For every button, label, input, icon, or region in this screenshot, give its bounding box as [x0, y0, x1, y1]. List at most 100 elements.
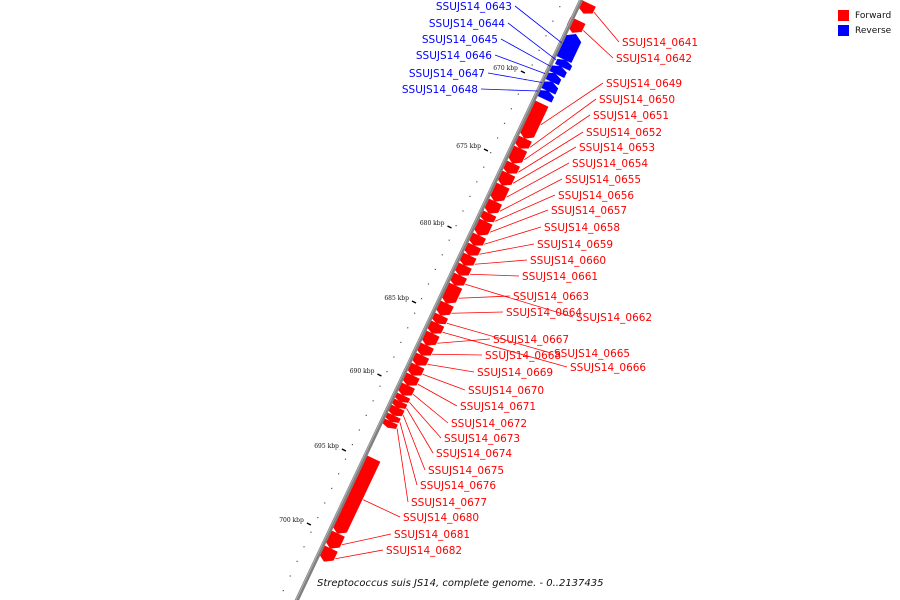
gene-label: SSUJS14_0648 — [402, 84, 478, 96]
leader-line — [427, 363, 475, 373]
tick-label: 670 kbp — [493, 65, 518, 72]
gene-label: SSUJS14_0664 — [506, 307, 582, 319]
gene-arrow-ssujs14_0677 — [381, 417, 398, 429]
gene-label: SSUJS14_0663 — [513, 291, 589, 303]
gene-arrow-ssujs14_0641 — [577, 0, 596, 14]
leader-line — [518, 131, 584, 173]
leader-line — [479, 243, 535, 255]
leader-line — [494, 54, 546, 74]
gene-labels: SSUJS14_0641 SSUJS14_0642 SSUJS14_0643 SSUJ… — [386, 1, 698, 557]
gene-arrow-ssujs14_0649 — [518, 99, 549, 139]
legend-item-forward: Forward — [838, 8, 891, 23]
leader-line — [406, 408, 434, 454]
minor-tick-dot — [344, 458, 347, 460]
minor-tick-dot — [303, 546, 305, 548]
gene-label: SSUJS14_0644 — [429, 18, 505, 30]
gene-arrow-ssujs14_0656 — [478, 209, 497, 223]
gene-label: SSUJS14_0641 — [622, 37, 698, 49]
gene-label: SSUJS14_0681 — [394, 529, 470, 541]
gene-arrow-ssujs14_0650 — [513, 134, 532, 149]
minor-tick-dot — [538, 49, 540, 51]
gene-label: SSUJS14_0647 — [409, 68, 485, 80]
gene-arrow-ssujs14_0659 — [463, 241, 482, 256]
gene-label: SSUJS14_0643 — [436, 1, 512, 13]
gene-label: SSUJS14_0667 — [493, 334, 569, 346]
leader-line — [442, 331, 568, 368]
minor-tick-dot — [324, 502, 326, 504]
major-tick-mark — [411, 300, 417, 304]
gene-label: SSUJS14_0655 — [565, 174, 641, 186]
gene-arrow-ssujs14_0662 — [448, 271, 468, 286]
minor-tick-dot — [414, 312, 416, 314]
gene-label: SSUJS14_0672 — [451, 418, 527, 430]
gene-arrow-ssujs14_0658 — [467, 231, 486, 246]
minor-tick-dot — [386, 371, 388, 373]
tick-label: 695 kbp — [314, 443, 339, 450]
leader-line — [341, 533, 392, 546]
leader-line — [474, 259, 528, 265]
minor-tick-dot — [483, 166, 485, 168]
minor-tick-dot — [296, 560, 298, 562]
gene-arrow-ssujs14_0653 — [496, 169, 516, 186]
gene-arrow-ssujs14_0669 — [411, 351, 430, 366]
gene-label: SSUJS14_0662 — [576, 312, 652, 324]
genome-backbone-highlight — [295, 0, 581, 600]
leader-line — [335, 549, 384, 560]
gene-arrow-ssujs14_0665 — [430, 311, 449, 325]
tick-label: 675 kbp — [456, 143, 481, 150]
gene-label: SSUJS14_0642 — [616, 53, 692, 65]
leader-line — [396, 428, 409, 503]
leader-line — [409, 402, 442, 439]
gene-label: SSUJS14_0669 — [477, 367, 553, 379]
gene-arrow-ssujs14_0664 — [435, 299, 454, 316]
minor-tick-dot — [317, 517, 319, 519]
minor-tick-dot — [282, 590, 284, 592]
gene-features — [318, 0, 596, 562]
leader-line — [507, 22, 557, 61]
gene-arrow-ssujs14_0667 — [420, 329, 440, 346]
gene-arrow-ssujs14_0660 — [458, 251, 477, 266]
tick-label: 700 kbp — [279, 517, 304, 524]
gene-arrow-ssujs14_0666 — [426, 319, 445, 334]
major-tick-mark — [377, 373, 382, 377]
leader-line — [487, 72, 543, 83]
gene-label: SSUJS14_0676 — [420, 480, 496, 492]
leader-line — [432, 353, 483, 356]
major-tick-mark — [520, 70, 526, 74]
gene-arrow-ssujs14_0668 — [415, 341, 434, 356]
gene-arrow-ssujs14_0671 — [401, 371, 420, 386]
minor-tick-dot — [503, 122, 506, 124]
gene-arrow-ssujs14_0644 — [554, 58, 573, 71]
gene-label: SSUJS14_0666 — [570, 362, 646, 374]
gene-label: SSUJS14_0665 — [554, 348, 630, 360]
leader-line — [523, 114, 591, 161]
leader-line — [402, 415, 426, 471]
minor-tick-dot — [351, 444, 354, 446]
leader-line — [451, 311, 504, 314]
minor-tick-dot — [420, 298, 423, 300]
minor-tick-dot — [331, 487, 333, 489]
legend-item-reverse: Reverse — [838, 23, 891, 38]
minor-tick-dot — [462, 210, 464, 212]
gene-label: SSUJS14_0682 — [386, 545, 462, 557]
gene-label: SSUJS14_0674 — [436, 448, 512, 460]
legend-forward-label: Forward — [855, 10, 892, 21]
minor-tick-dot — [455, 225, 457, 227]
minor-tick-dot — [441, 254, 443, 256]
gene-arrow-ssujs14_0673 — [393, 391, 411, 403]
gene-arrow-ssujs14_0657 — [473, 217, 493, 236]
gene-label: SSUJS14_0645 — [422, 34, 498, 46]
minor-tick-dot — [434, 268, 436, 270]
gene-label: SSUJS14_0680 — [403, 512, 479, 524]
caption-text: Streptococcus suis JS14, complete genome… — [317, 578, 604, 589]
leader-line — [514, 5, 563, 44]
minor-tick-dot — [379, 385, 381, 387]
major-tick-mark — [483, 148, 489, 152]
gene-label: SSUJS14_0652 — [586, 127, 662, 139]
leader-line — [494, 194, 556, 222]
leader-line — [399, 422, 418, 486]
gene-label: SSUJS14_0661 — [522, 271, 598, 283]
gene-arrow-ssujs14_0652 — [501, 159, 521, 174]
minor-tick-dot — [372, 400, 374, 402]
